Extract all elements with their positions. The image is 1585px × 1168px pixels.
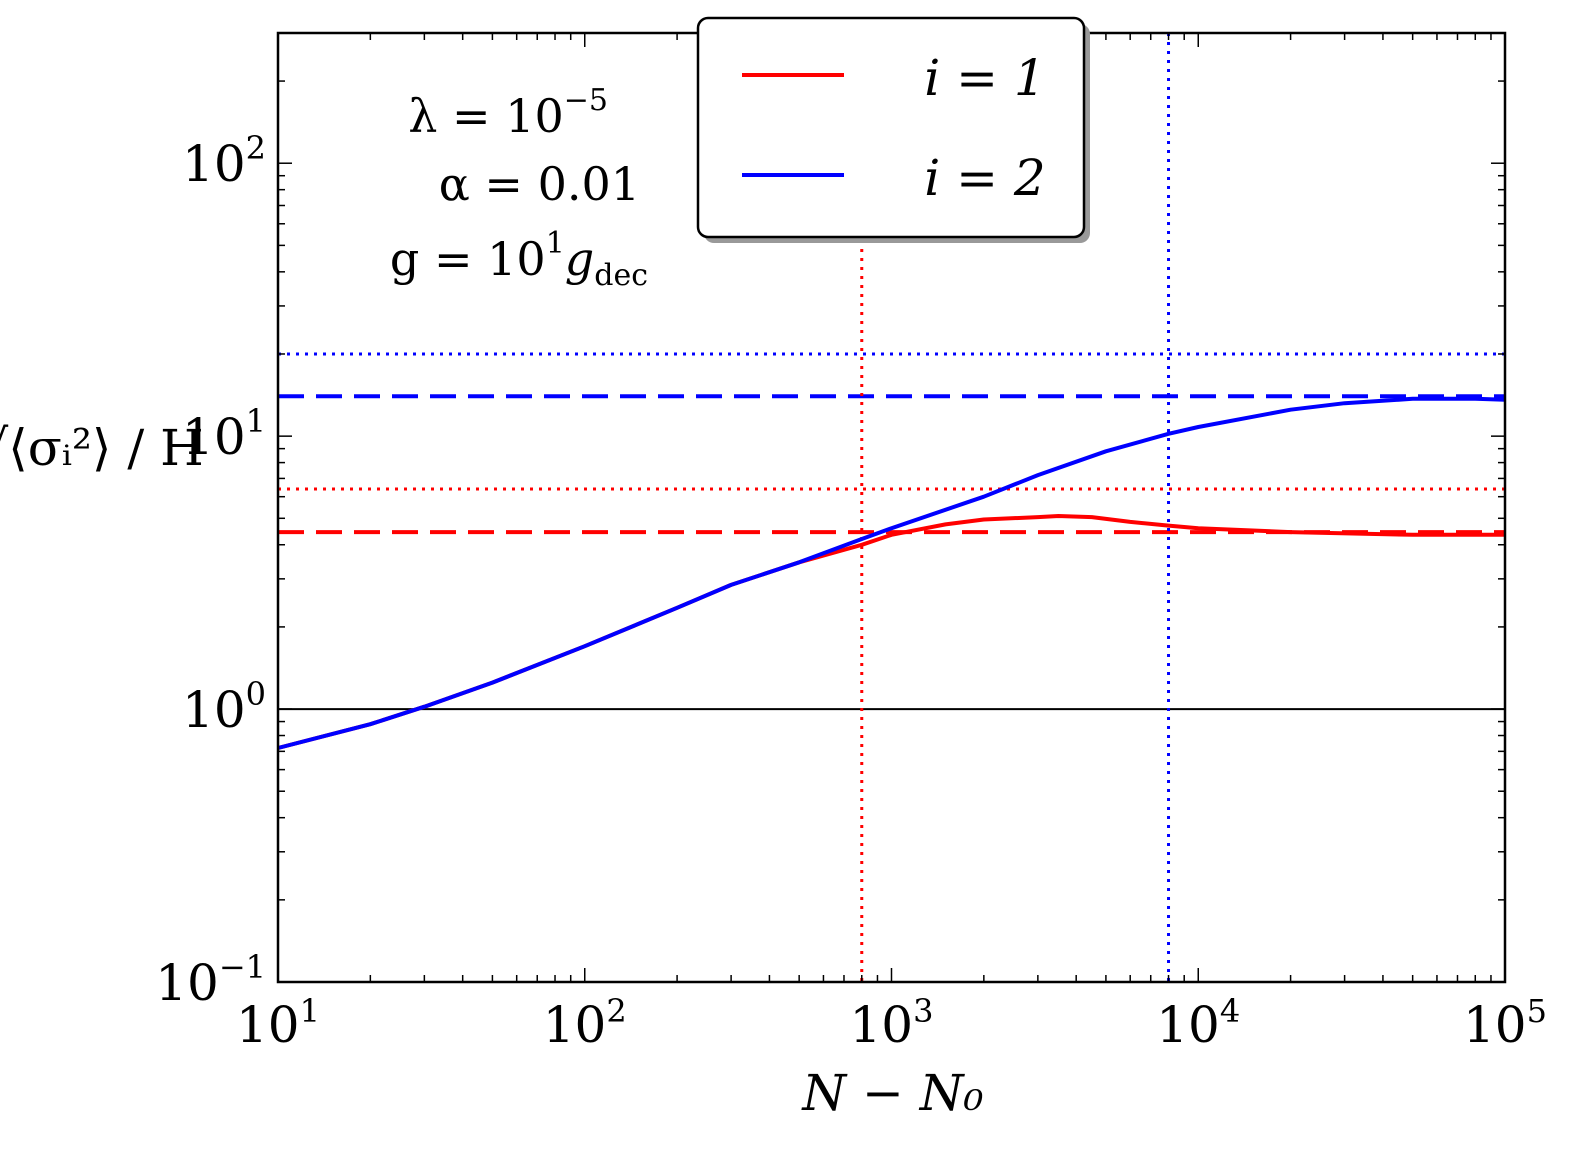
annotation-alpha: α = 0.01 [439, 157, 640, 211]
x-axis-label: N − N₀ [801, 1064, 983, 1122]
legend: i = 1 i = 2 [696, 16, 1090, 243]
series-lines [277, 396, 1506, 750]
y-tick-label: 10−1 [155, 948, 266, 1012]
tick-marks [277, 32, 1505, 983]
x-tick-label: 103 [850, 992, 934, 1054]
x-tick-label: 105 [1463, 992, 1547, 1054]
y-tick-label: 101 [182, 402, 266, 466]
reference-lines [278, 33, 1505, 982]
annotation-lambda: λ = 10−5 [408, 83, 608, 143]
annotation-g: g = 101gdec [390, 226, 648, 293]
x-tick-labels: 101 102 103 104 105 [236, 992, 1547, 1054]
parameter-annotations: λ = 10−5 α = 0.01 g = 101gdec [390, 83, 648, 293]
x-tick-label: 104 [1156, 992, 1240, 1054]
legend-box [696, 16, 1086, 239]
series-line-i2 [277, 396, 1506, 750]
x-tick-label: 102 [543, 992, 627, 1054]
y-tick-label: 100 [182, 675, 266, 739]
y-tick-label: 102 [182, 129, 266, 193]
series-line-i1 [277, 514, 1505, 750]
y-tick-labels: 10−1 100 101 102 [155, 129, 266, 1012]
legend-label-i2: i = 2 [924, 149, 1045, 207]
x-tick-label: 101 [236, 992, 320, 1054]
y-axis-label: √⟨σᵢ²⟩ / H [0, 419, 204, 477]
legend-label-i1: i = 1 [924, 49, 1045, 107]
